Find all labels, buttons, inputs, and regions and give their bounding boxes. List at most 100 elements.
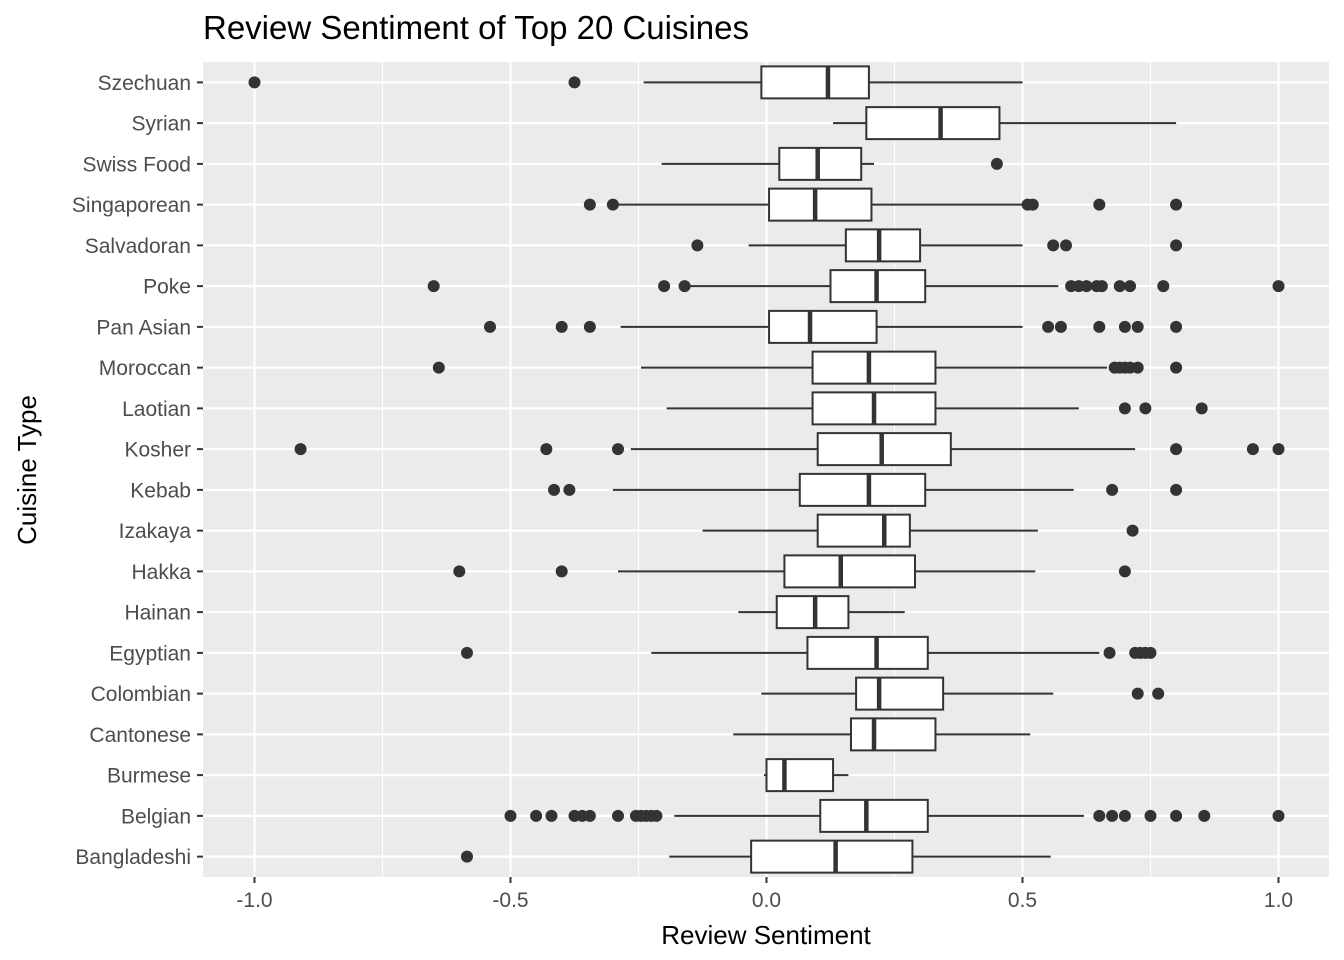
y-tick-label: Bangladeshi [75, 846, 191, 869]
outlier-point [1152, 687, 1165, 700]
outlier-point [1093, 198, 1106, 211]
outlier-point [583, 198, 596, 211]
outlier-point [612, 809, 625, 822]
outlier-point [1103, 646, 1116, 659]
outlier-point [1080, 280, 1093, 293]
x-tick-label: 0.5 [1008, 889, 1037, 912]
outlier-point [1198, 809, 1211, 822]
y-tick-label: Burmese [107, 765, 191, 788]
iqr-box [806, 635, 929, 670]
iqr-box [798, 472, 927, 507]
outlier-point [1170, 239, 1183, 252]
box-cantonese [733, 717, 1031, 752]
box-salvadoran [691, 228, 1183, 263]
outlier-point [1124, 280, 1137, 293]
iqr-box [819, 798, 929, 833]
box-singaporean [583, 187, 1183, 222]
outlier-point [691, 239, 704, 252]
y-tick-label: Kosher [124, 439, 191, 462]
box-laotian [666, 391, 1208, 426]
y-tick-label: Hakka [131, 561, 191, 584]
box-pan-asian [484, 309, 1183, 344]
outlier-point [555, 320, 568, 333]
y-tick-label: Poke [143, 276, 191, 299]
outlier-point [1246, 443, 1259, 456]
box-egyptian [460, 635, 1157, 670]
outlier-point [1272, 809, 1285, 822]
x-tick-label: -0.5 [492, 889, 528, 912]
y-tick-label: Hainan [124, 602, 191, 625]
iqr-box [811, 350, 937, 385]
box-izakaya [702, 513, 1139, 548]
outlier-point [504, 809, 517, 822]
outlier-point [1118, 402, 1131, 415]
y-tick-label: Szechuan [98, 72, 191, 95]
iqr-box [849, 717, 937, 752]
outlier-point [1170, 198, 1183, 211]
box-hainan [738, 595, 905, 630]
outlier-point [1118, 320, 1131, 333]
iqr-box [865, 106, 1001, 141]
outlier-point [548, 483, 561, 496]
y-tick-label: Egyptian [109, 642, 191, 665]
outlier-point [650, 809, 663, 822]
outlier-point [294, 443, 307, 456]
outlier-point [583, 320, 596, 333]
x-tick-label: 1.0 [1264, 889, 1293, 912]
outlier-point [1157, 280, 1170, 293]
outlier-point [1093, 809, 1106, 822]
outlier-point [1170, 320, 1183, 333]
outlier-point [990, 157, 1003, 170]
outlier-point [530, 809, 543, 822]
iqr-box [768, 309, 878, 344]
outlier-point [1170, 361, 1183, 374]
iqr-box [816, 513, 911, 548]
outlier-point [248, 76, 261, 89]
outlier-point [1106, 809, 1119, 822]
y-tick-label: Salvadoran [85, 235, 191, 258]
y-tick-label: Moroccan [99, 357, 191, 380]
x-tick-label: 0.0 [752, 889, 781, 912]
y-axis: Szechuan Syrian Swiss Food Singaporean Salva… [72, 72, 203, 869]
outlier-point [1054, 320, 1067, 333]
outlier-point [1170, 443, 1183, 456]
y-tick-label: Colombian [91, 683, 191, 706]
outlier-point [606, 198, 619, 211]
outlier-point [1272, 443, 1285, 456]
outlier-point [484, 320, 497, 333]
outlier-point [1131, 361, 1144, 374]
outlier-point [1093, 320, 1106, 333]
box-series [248, 65, 1285, 874]
box-moroccan [432, 350, 1183, 385]
box-bangladeshi [460, 839, 1051, 874]
iqr-box [855, 676, 945, 711]
outlier-point [1170, 483, 1183, 496]
iqr-box [844, 228, 922, 263]
outlier-point [1139, 402, 1152, 415]
y-tick-label: Cantonese [89, 724, 191, 747]
chart-title: Review Sentiment of Top 20 Cuisines [203, 9, 749, 46]
outlier-point [427, 280, 440, 293]
x-axis-title: Review Sentiment [661, 920, 871, 950]
outlier-point [1144, 809, 1157, 822]
box-burmese [763, 758, 849, 793]
y-tick-label: Laotian [122, 398, 191, 421]
outlier-point [612, 443, 625, 456]
outlier-point [1113, 280, 1126, 293]
outlier-point [568, 76, 581, 89]
outlier-point [1095, 280, 1108, 293]
iqr-box [768, 187, 873, 222]
outlier-point [1026, 198, 1039, 211]
y-tick-label: Belgian [121, 805, 191, 828]
outlier-point [1195, 402, 1208, 415]
box-kebab [548, 472, 1183, 507]
iqr-box [816, 432, 952, 467]
outlier-point [1118, 809, 1131, 822]
iqr-box [775, 595, 850, 630]
outlier-point [1106, 483, 1119, 496]
iqr-box [783, 554, 916, 589]
y-tick-label: Singaporean [72, 194, 191, 217]
y-tick-label: Swiss Food [82, 153, 191, 176]
x-axis: -1.0 -0.5 0.0 0.5 1.0 [236, 877, 1293, 912]
